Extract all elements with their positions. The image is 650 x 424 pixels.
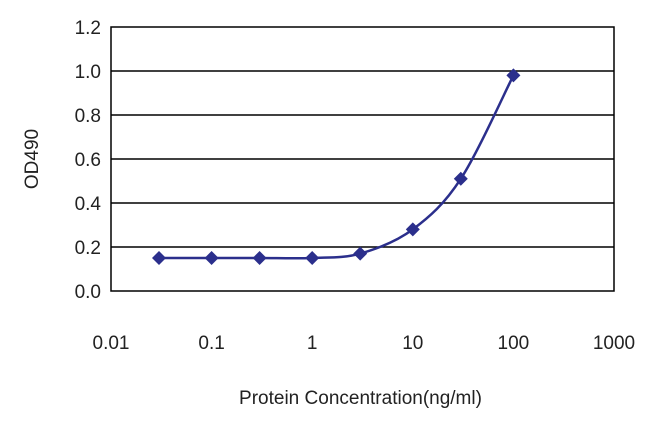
y-tick-label: 0.6 (75, 150, 101, 171)
y-tick-label: 1.2 (75, 18, 101, 39)
data-markers (151, 68, 521, 265)
x-axis-title: Protein Concentration(ng/ml) (239, 388, 482, 409)
x-tick-label: 0.1 (198, 333, 224, 354)
y-tick-label: 1.0 (75, 62, 101, 83)
y-tick-label: 0.0 (75, 282, 101, 303)
series-curve (158, 74, 515, 260)
data-point-marker (506, 68, 521, 83)
y-tick-labels: 0.0 0.2 0.4 0.6 0.8 1.0 1.2 (75, 18, 102, 303)
y-tick-label: 0.2 (75, 238, 101, 259)
data-point-marker (405, 222, 420, 237)
y-axis-title: OD490 (22, 129, 43, 189)
data-point-marker (305, 251, 320, 265)
x-tick-labels: 0.01 0.1 1 10 100 1000 (93, 333, 636, 354)
grid-lines (111, 70, 614, 248)
y-tick-label: 0.4 (75, 194, 102, 215)
x-tick-label: 1 (307, 333, 318, 354)
data-point-marker (204, 251, 219, 265)
x-tick-label: 1000 (593, 333, 635, 354)
data-point-marker (453, 171, 468, 186)
data-point-marker (252, 251, 267, 265)
plot-area-frame (110, 26, 615, 292)
x-tick-label: 100 (498, 333, 530, 354)
y-tick-label: 0.8 (75, 106, 101, 127)
data-point-marker (353, 246, 368, 261)
data-point-marker (151, 251, 166, 265)
x-tick-label: 0.01 (93, 333, 130, 354)
x-tick-label: 10 (402, 333, 423, 354)
